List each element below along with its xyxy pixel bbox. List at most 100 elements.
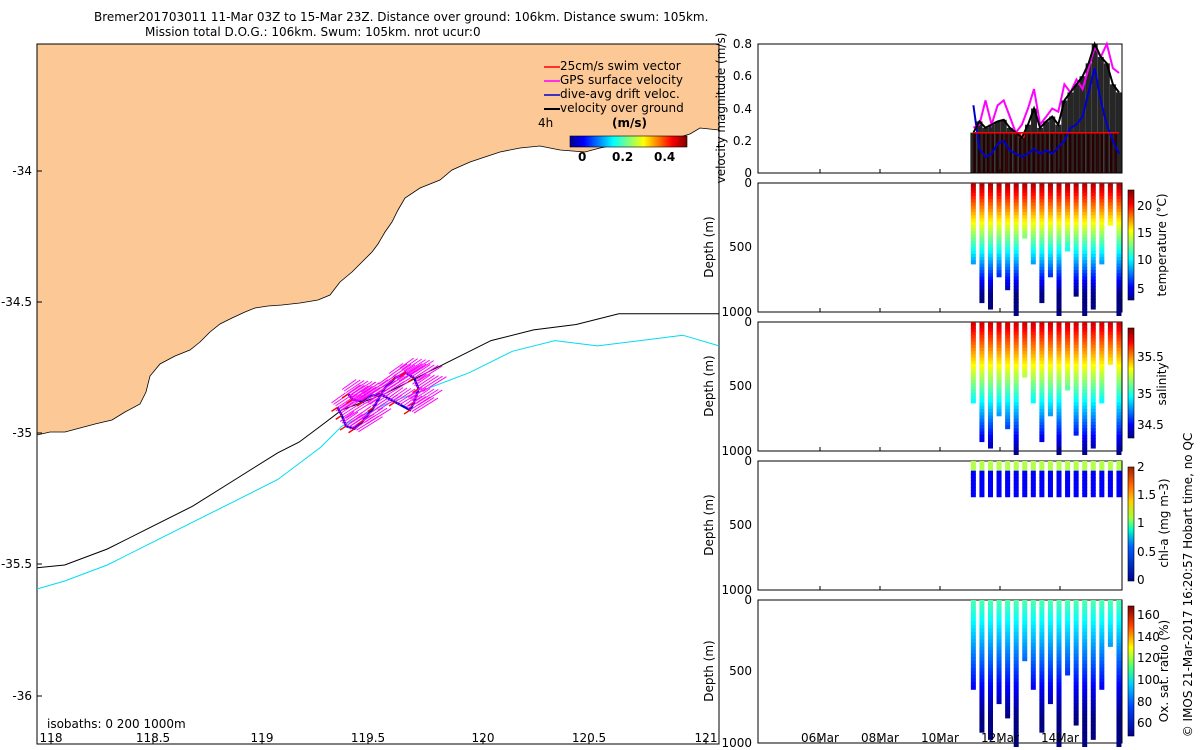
profile-sample bbox=[987, 421, 993, 426]
oxygen-y-tick: 0 bbox=[744, 593, 752, 607]
profile-sample bbox=[1073, 231, 1079, 236]
profile-sample bbox=[1090, 421, 1096, 426]
profile-sample bbox=[1073, 205, 1079, 210]
profile-sample bbox=[1073, 360, 1079, 365]
profile-sample bbox=[979, 678, 985, 683]
profile-sample bbox=[1056, 425, 1062, 430]
profile-sample bbox=[1099, 639, 1105, 644]
profile-sample bbox=[1039, 628, 1045, 633]
profile-sample bbox=[979, 653, 985, 658]
profile-sample bbox=[1039, 717, 1045, 722]
profile-sample bbox=[1047, 392, 1053, 397]
profile-sample bbox=[1116, 628, 1122, 633]
profile-sample bbox=[1005, 418, 1011, 423]
profile-sample bbox=[1073, 334, 1079, 339]
profile-sample bbox=[1047, 205, 1053, 210]
profile-sample bbox=[1116, 218, 1122, 223]
profile-sample bbox=[1047, 192, 1053, 197]
profile-sample bbox=[1005, 351, 1011, 356]
profile-sample bbox=[1073, 208, 1079, 213]
profile-sample bbox=[1065, 331, 1071, 336]
time-x-tick: 14Mar bbox=[1041, 731, 1079, 745]
chla-y-tick: 0 bbox=[744, 454, 752, 468]
profile-sample bbox=[979, 215, 985, 220]
profile-sample bbox=[1116, 428, 1122, 433]
profile-sample bbox=[1073, 257, 1079, 262]
profile-sample bbox=[1082, 650, 1088, 655]
profile-sample bbox=[1013, 603, 1019, 608]
profile-sample bbox=[996, 354, 1002, 359]
temperature-depth-label: Depth (m) bbox=[702, 216, 716, 277]
profile-sample bbox=[1056, 354, 1062, 359]
profile-sample bbox=[1013, 380, 1019, 385]
profile-sample bbox=[987, 183, 993, 187]
profile-sample bbox=[1090, 477, 1096, 482]
profile-sample bbox=[1013, 700, 1019, 705]
ground-velocity-bar bbox=[1103, 63, 1110, 173]
profile-sample bbox=[1039, 614, 1045, 619]
profile-sample bbox=[1005, 610, 1011, 615]
profile-sample bbox=[1090, 431, 1096, 436]
profile-sample bbox=[987, 334, 993, 339]
profile-sample bbox=[1030, 347, 1036, 352]
gps-velocity-vector bbox=[350, 414, 367, 427]
profile-sample bbox=[979, 341, 985, 346]
profile-sample bbox=[1073, 650, 1079, 655]
profile-sample bbox=[1082, 477, 1088, 482]
profile-sample bbox=[1073, 418, 1079, 423]
profile-sample bbox=[1056, 700, 1062, 705]
scale-label: 4h bbox=[538, 116, 553, 130]
profile-sample bbox=[1005, 192, 1011, 197]
profile-sample bbox=[1082, 621, 1088, 626]
profile-sample bbox=[1116, 409, 1122, 414]
profile-sample bbox=[1090, 464, 1096, 469]
profile-sample bbox=[996, 347, 1002, 352]
profile-sample bbox=[1039, 383, 1045, 388]
profile-sample bbox=[1073, 642, 1079, 647]
profile-sample bbox=[970, 621, 976, 626]
profile-sample bbox=[1090, 299, 1096, 304]
profile-sample bbox=[979, 289, 985, 294]
profile-sample bbox=[1005, 244, 1011, 249]
profile-sample bbox=[1056, 412, 1062, 417]
profile-sample bbox=[970, 253, 976, 258]
profile-sample bbox=[1099, 657, 1105, 662]
profile-sample bbox=[1090, 621, 1096, 626]
profile-sample bbox=[1107, 470, 1113, 475]
profile-sample bbox=[1073, 614, 1079, 619]
profile-sample bbox=[1047, 266, 1053, 271]
profile-sample bbox=[996, 363, 1002, 368]
profile-sample bbox=[1107, 202, 1113, 207]
profile-sample bbox=[1005, 208, 1011, 213]
profile-sample bbox=[1056, 386, 1062, 391]
profile-sample bbox=[1013, 667, 1019, 672]
profile-sample bbox=[1030, 186, 1036, 191]
profile-sample bbox=[979, 360, 985, 365]
profile-sample bbox=[987, 607, 993, 612]
profile-sample bbox=[979, 221, 985, 226]
profile-sample bbox=[1073, 389, 1079, 394]
profile-sample bbox=[1022, 477, 1028, 482]
profile-sample bbox=[1013, 263, 1019, 268]
profile-sample bbox=[1039, 412, 1045, 417]
profile-sample bbox=[1073, 409, 1079, 414]
profile-sample bbox=[1116, 308, 1122, 313]
profile-sample bbox=[1030, 370, 1036, 375]
profile-sample bbox=[1056, 360, 1062, 365]
gps-velocity-vector bbox=[414, 374, 431, 387]
profile-sample bbox=[1090, 334, 1096, 339]
profile-sample bbox=[1099, 189, 1105, 194]
velocity-panel bbox=[757, 43, 1123, 174]
profile-sample bbox=[979, 386, 985, 391]
profile-sample bbox=[1073, 667, 1079, 672]
profile-sample bbox=[996, 237, 1002, 242]
profile-sample bbox=[1099, 202, 1105, 207]
profile-sample bbox=[987, 438, 993, 443]
profile-sample bbox=[970, 338, 976, 343]
profile-sample bbox=[979, 273, 985, 278]
profile-sample bbox=[1090, 289, 1096, 294]
profile-sample bbox=[1013, 628, 1019, 633]
profile-sample bbox=[1073, 367, 1079, 372]
profile-sample bbox=[970, 325, 976, 330]
profile-sample bbox=[1056, 467, 1062, 472]
